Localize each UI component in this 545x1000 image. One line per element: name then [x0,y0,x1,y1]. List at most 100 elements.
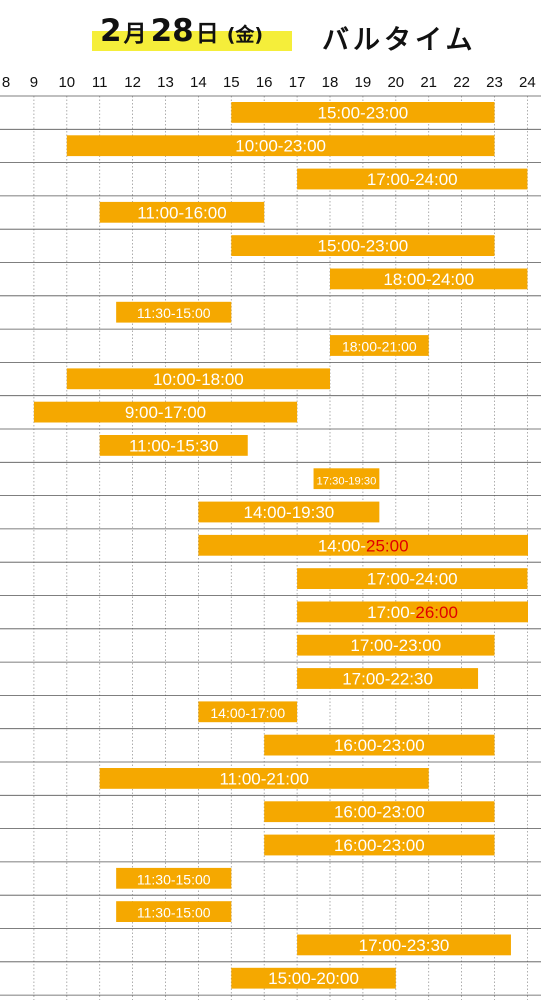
time-bar-label: 11:00-21:00 [219,769,308,788]
time-bar-label-start: 14:00-19:30 [244,503,335,522]
time-bar-label: 18:00-21:00 [342,339,417,355]
bars-layer: 15:00-23:00 10:00-23:00 17:00-24:00 11:00-1… [33,102,528,989]
time-bar-label-start: 11:30-15:00 [137,905,211,921]
hour-tick-label: 16 [256,74,273,91]
time-bar-label: 11:30-15:00 [137,871,211,887]
time-bar-label: 17:00-26:00 [367,603,458,622]
time-bar-label: 10:00-23:00 [235,137,326,156]
time-bar-label-start: 16:00-23:00 [334,736,425,755]
time-bar-label-start: 17:00-23:00 [350,636,441,655]
time-bar [198,701,298,723]
time-bar-label: 11:00-15:30 [129,436,218,455]
time-bar-label: 17:00-23:00 [350,636,441,655]
hour-tick-label: 15 [223,74,240,91]
time-bar [231,102,495,123]
time-bar-label-start: 11:30-15:00 [137,871,211,887]
time-bar-label-start: 18:00-24:00 [383,270,474,289]
time-bar-label-start: 17:00-24:00 [367,170,458,189]
time-bar-label-start: 11:00-16:00 [137,203,226,222]
date-day-unit: 日 [195,21,219,47]
event-date: 2 月 28 日 (金) [100,13,263,53]
time-bar-label: 14:00-25:00 [318,536,409,555]
time-bar-label: 11:30-15:00 [137,905,211,921]
time-bar [99,201,265,223]
time-bar-label-start: 17:00-23:30 [359,936,450,955]
time-bar-label: 16:00-23:00 [334,736,425,755]
time-bar-label-late-end: 26:00 [415,603,458,622]
hour-tick-label: 14 [190,74,207,91]
date-highlight [92,31,292,51]
time-bar [297,634,495,656]
time-bar-label: 17:00-23:30 [359,936,450,955]
time-bar-label-start: 14:00- [318,536,366,555]
hour-tick-label: 11 [92,74,108,91]
time-bar-label-late-end: 25:00 [366,536,409,555]
time-bar-label-start: 9:00-17:00 [125,403,206,422]
hour-tick-label: 8 [2,74,10,91]
time-bar-label-start: 10:00-18:00 [153,370,244,389]
time-bar [99,435,248,456]
time-bar-label: 15:00-23:00 [318,237,409,256]
time-bar [330,268,528,290]
time-bar-label-start: 14:00-17:00 [210,705,285,721]
event-title: バルタイム [322,25,477,56]
time-bar-label: 14:00-19:30 [244,503,335,522]
date-weekday: (金) [226,24,264,46]
time-bar-label-start: 15:00-20:00 [268,969,359,988]
time-bar [66,135,495,157]
time-bar [99,768,429,789]
time-bar [297,568,528,589]
time-bar-label-start: 11:30-15:00 [137,305,211,321]
title-bar: 2 月 28 日 (金) バルタイム [0,0,545,62]
hour-tick-label: 24 [519,74,536,91]
hour-tick-label: 12 [124,74,141,91]
time-bar-label: 17:00-24:00 [367,170,458,189]
time-bar [198,501,380,523]
hour-tick-label: 18 [322,74,339,91]
hour-tick-label: 20 [387,74,404,91]
time-bar [264,834,495,856]
time-bar-label-start: 16:00-23:00 [334,836,425,855]
time-bar-label: 15:00-20:00 [268,969,359,988]
date-month: 2 [100,13,122,49]
time-bar-label-start: 17:00- [367,603,415,622]
time-bar-label: 10:00-18:00 [153,370,244,389]
time-bar-label: 16:00-23:00 [334,803,425,822]
time-bar-label: 17:30-19:30 [317,476,377,488]
date-month-unit: 月 [123,21,147,47]
time-bar-label: 16:00-23:00 [334,836,425,855]
time-bar-label-start: 15:00-23:00 [318,237,409,256]
time-bar-label: 17:00-22:30 [342,670,433,689]
hour-tick-label: 13 [157,74,174,91]
time-bar [33,401,298,423]
time-bar-label: 11:30-15:00 [137,305,211,321]
time-bar-label-start: 17:30-19:30 [317,476,377,488]
time-bar [116,301,232,323]
time-bar-label-start: 17:00-22:30 [342,670,433,689]
time-bar [330,335,429,356]
time-bar-label-start: 15:00-23:00 [318,103,409,122]
time-bar [297,934,511,956]
time-bar-label: 15:00-23:00 [318,103,409,122]
time-bar [297,168,528,190]
time-bar [66,368,331,390]
time-bar [198,534,528,556]
hour-tick-label: 22 [453,74,470,91]
hour-tick-label: 17 [289,74,306,91]
time-bar-label: 18:00-24:00 [383,270,474,289]
time-bar-label-start: 10:00-23:00 [235,137,326,156]
time-bar-label-start: 17:00-24:00 [367,570,458,589]
time-bar [264,734,495,756]
hour-tick-label: 10 [58,74,75,91]
hour-tick-label: 21 [420,74,437,91]
time-bar-label-start: 16:00-23:00 [334,803,425,822]
time-bar-label-start: 18:00-21:00 [342,339,417,355]
time-bar-label-start: 11:00-21:00 [219,769,308,788]
time-bar-label: 9:00-17:00 [125,403,206,422]
time-bar [116,901,232,922]
time-bar-label-start: 11:00-15:30 [129,436,218,455]
time-bar [264,801,495,823]
time-bar-label: 17:00-24:00 [367,570,458,589]
time-bar [297,668,479,689]
